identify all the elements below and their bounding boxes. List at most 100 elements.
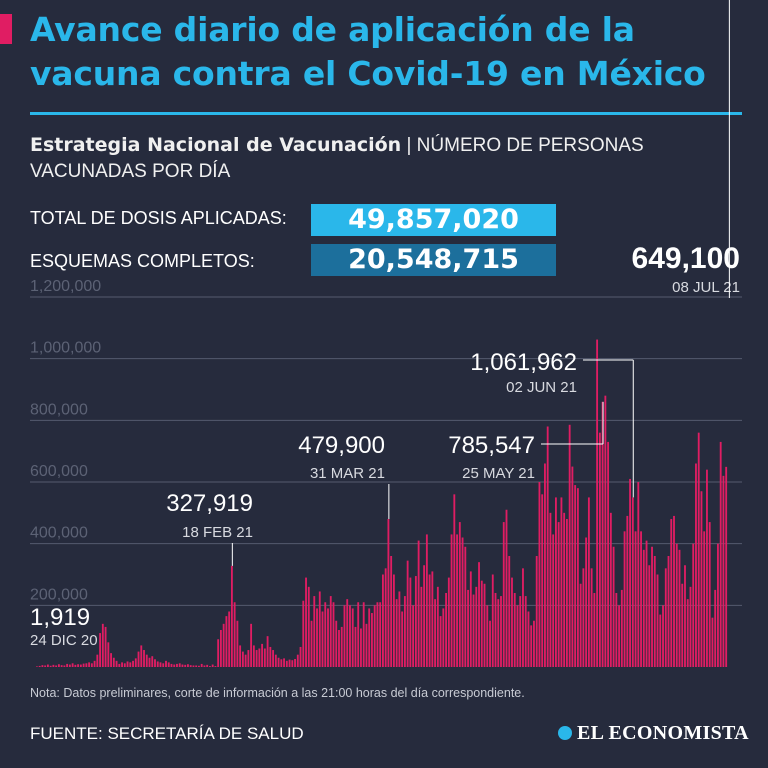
- bar: [392, 574, 395, 667]
- bar: [464, 546, 467, 667]
- bar: [414, 576, 417, 667]
- bar: [206, 664, 209, 667]
- bar: [362, 602, 365, 667]
- bar: [530, 625, 533, 667]
- complete-schemes-label: ESQUEMAS COMPLETOS:: [30, 251, 255, 271]
- bar: [112, 657, 115, 667]
- complete-schemes-value: 20,548,715: [311, 244, 556, 276]
- bar: [571, 466, 574, 667]
- bar: [77, 664, 80, 667]
- bar: [634, 531, 637, 667]
- brand-name: EL ECONOMISTA: [577, 722, 749, 744]
- bar: [52, 664, 55, 667]
- y-tick-label: 200,000: [30, 586, 88, 603]
- bar: [431, 571, 434, 667]
- bar: [475, 586, 478, 667]
- bar: [351, 608, 354, 667]
- bar: [302, 600, 305, 667]
- bar: [626, 515, 629, 667]
- bar: [219, 630, 222, 667]
- bar: [478, 562, 480, 667]
- bar: [546, 426, 549, 667]
- bar: [379, 602, 382, 667]
- bar: [662, 605, 664, 667]
- bar: [357, 602, 360, 667]
- bar: [236, 620, 239, 667]
- bar: [261, 643, 264, 667]
- bar: [277, 657, 280, 667]
- bar: [274, 654, 277, 667]
- bar: [522, 568, 524, 667]
- bar: [697, 432, 700, 667]
- bar: [233, 602, 236, 667]
- bar: [428, 574, 431, 667]
- bar: [316, 608, 318, 667]
- bar: [44, 665, 47, 667]
- bar: [629, 478, 631, 667]
- bar: [439, 616, 442, 667]
- bar: [283, 658, 285, 667]
- bar: [502, 522, 505, 667]
- bar: [714, 589, 717, 667]
- bar: [497, 599, 500, 667]
- annotation-value: 1,919: [30, 604, 90, 631]
- bar: [552, 534, 555, 667]
- data-source: FUENTE: SECRETARÍA DE SALUD: [30, 724, 304, 743]
- bar: [417, 540, 420, 667]
- bar: [129, 662, 132, 667]
- bar: [178, 663, 181, 667]
- bar: [85, 663, 88, 667]
- bar: [170, 663, 173, 667]
- bar: [200, 663, 203, 667]
- bar: [176, 663, 178, 667]
- bar: [456, 534, 458, 667]
- bar: [706, 469, 708, 667]
- bar: [360, 628, 362, 667]
- bar: [390, 556, 393, 667]
- bar: [544, 463, 546, 667]
- y-tick-label: 1,200,000: [30, 278, 101, 295]
- bar: [115, 660, 118, 667]
- annotation-date: 31 MAR 21: [310, 465, 385, 482]
- bar: [310, 620, 313, 667]
- bar: [63, 665, 66, 667]
- y-tick-label: 1,000,000: [30, 340, 101, 357]
- bar: [681, 583, 684, 667]
- bar: [686, 599, 689, 667]
- bar: [574, 485, 577, 667]
- bar: [258, 648, 261, 667]
- bar: [192, 665, 195, 667]
- bar: [563, 512, 566, 667]
- bar: [491, 574, 494, 667]
- annotation-value: 649,100: [632, 242, 740, 275]
- bar: [560, 497, 563, 667]
- bar: [648, 565, 651, 667]
- bar: [307, 586, 310, 667]
- bar: [132, 660, 134, 667]
- bar: [538, 482, 541, 667]
- bar: [156, 661, 159, 667]
- bar: [143, 650, 145, 667]
- bar: [722, 475, 725, 667]
- bar: [450, 534, 453, 667]
- bar: [500, 596, 502, 667]
- bar: [305, 577, 307, 667]
- bar: [272, 650, 275, 667]
- bar: [217, 639, 220, 667]
- bar: [321, 611, 324, 667]
- bar: [620, 589, 623, 667]
- bar: [346, 599, 349, 667]
- bar: [425, 534, 428, 667]
- bar: [36, 666, 38, 667]
- bar: [324, 602, 327, 667]
- annotation-date: 24 DIC 20: [30, 632, 98, 649]
- bar: [266, 636, 269, 667]
- bar: [173, 664, 176, 667]
- bar: [401, 611, 404, 667]
- total-doses-value: 49,857,020: [311, 204, 556, 236]
- bar: [480, 580, 483, 667]
- bar: [340, 626, 343, 667]
- bar: [631, 497, 634, 667]
- bar: [66, 663, 69, 667]
